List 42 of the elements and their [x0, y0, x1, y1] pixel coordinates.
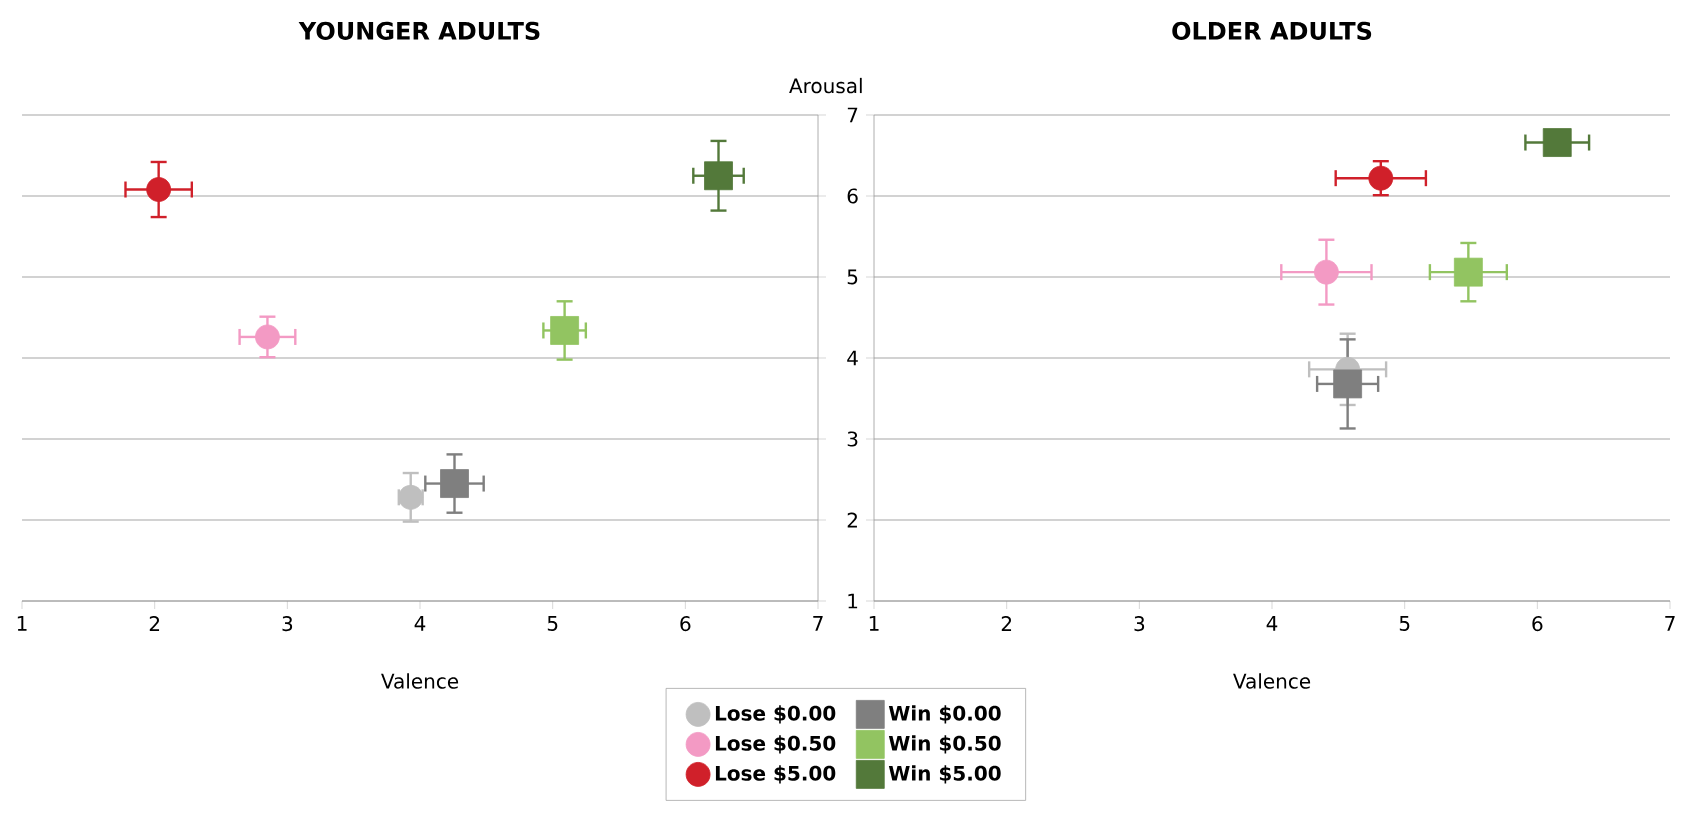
- legend-label: Lose $5.00: [715, 765, 836, 784]
- x-tick-label: 1: [17, 616, 27, 631]
- chart-title: OLDER ADULTS: [1172, 21, 1372, 40]
- point: [146, 177, 172, 202]
- x-tick-label: 7: [813, 616, 823, 631]
- x-tick-label: 4: [414, 616, 426, 631]
- x-tick-label: 6: [1532, 616, 1543, 632]
- y-tick-label: 6: [847, 188, 858, 204]
- chart-title: YOUNGER ADULTS: [298, 21, 540, 40]
- point: [1368, 165, 1394, 191]
- x-tick-label: 3: [282, 616, 293, 632]
- point: [550, 316, 580, 345]
- y-axis-title: Arousal: [789, 77, 862, 94]
- y-tick-label: 2: [847, 512, 857, 528]
- point: [1453, 257, 1483, 287]
- legend-label: Win $5.00: [888, 765, 1001, 784]
- x-tick-label: 1: [869, 616, 879, 631]
- y-tick-label: 3: [847, 431, 858, 447]
- x-axis-title: Valence: [1233, 673, 1311, 689]
- legend-label: Lose $0.50: [715, 735, 836, 754]
- x-tick-label: 5: [547, 616, 558, 631]
- legend-label: Lose $0.00: [715, 705, 836, 724]
- legend-label: Win $0.50: [888, 735, 1001, 754]
- point: [440, 469, 469, 498]
- x-tick-label: 3: [1134, 616, 1145, 632]
- x-tick-label: 2: [149, 616, 160, 631]
- x-tick-label: 2: [1001, 616, 1012, 631]
- point: [255, 324, 280, 350]
- x-tick-label: 6: [680, 616, 691, 632]
- x-tick-label: 7: [1665, 616, 1675, 631]
- x-axis-title: Valence: [381, 673, 459, 689]
- y-tick-label: 4: [847, 350, 858, 366]
- point: [704, 161, 733, 191]
- y-tick-label: 1: [848, 593, 858, 609]
- y-tick-label: 7: [847, 107, 858, 123]
- point: [1542, 128, 1572, 157]
- y-tick-label: 5: [847, 269, 858, 285]
- x-tick-label: 5: [1399, 616, 1410, 631]
- legend-label: Win $0.00: [888, 705, 1001, 724]
- point: [1314, 259, 1339, 285]
- x-tick-label: 4: [1266, 616, 1278, 631]
- point: [1333, 369, 1363, 399]
